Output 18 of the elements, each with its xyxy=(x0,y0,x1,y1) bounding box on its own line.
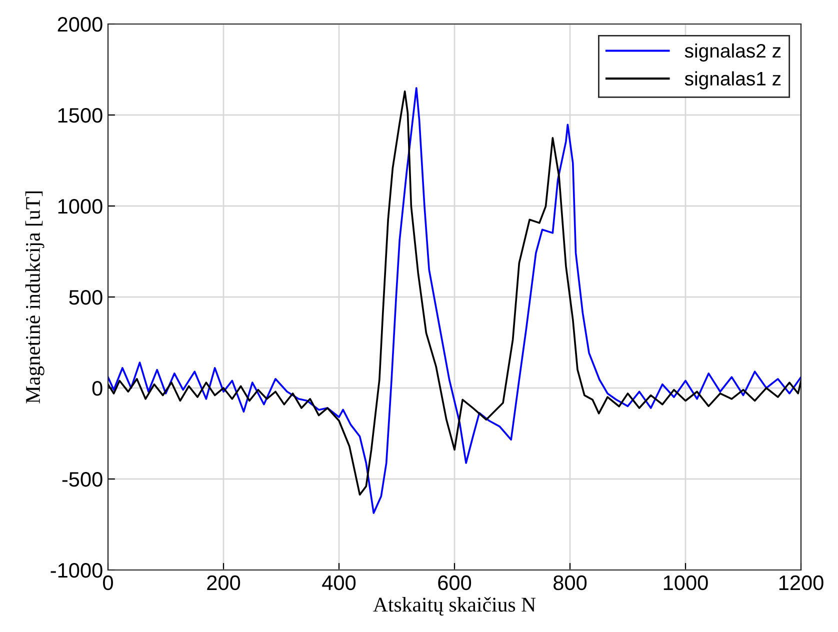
y-tick-label: 500 xyxy=(69,290,102,305)
legend-label: signalas2 z xyxy=(684,43,781,62)
x-tick-label: 600 xyxy=(438,575,472,590)
y-tick-label: 2000 xyxy=(58,17,102,32)
y-tick-label: 1000 xyxy=(58,199,102,214)
y-tick-label: 1500 xyxy=(58,108,102,123)
x-tick-label: 0 xyxy=(103,575,113,590)
x-tick-label: 800 xyxy=(554,575,587,590)
x-axis-title: Atskaitų skaičius N xyxy=(373,597,536,616)
x-tick-label: 1200 xyxy=(779,575,824,590)
y-tick-label: 0 xyxy=(92,381,102,396)
x-tick-label: 200 xyxy=(207,575,240,590)
y-tick-label: -500 xyxy=(62,472,102,487)
legend-label: signalas1 z xyxy=(684,71,781,90)
x-tick-label: 400 xyxy=(322,575,356,590)
x-tick-label: 1000 xyxy=(664,575,708,590)
y-axis-title: Magnetinė indukcija [uT] xyxy=(25,192,44,404)
y-tick-label: -1000 xyxy=(50,563,102,578)
